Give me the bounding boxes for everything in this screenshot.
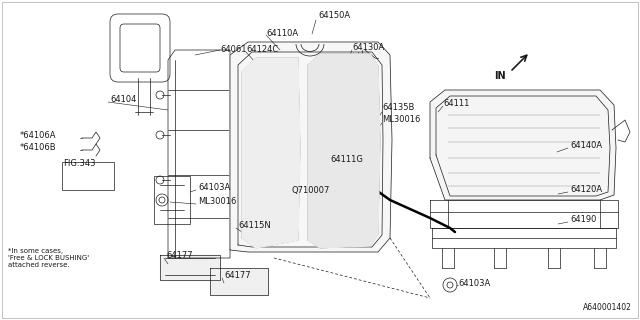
Text: ML30016: ML30016 <box>198 197 236 206</box>
Text: 64111G: 64111G <box>330 156 363 164</box>
Polygon shape <box>242 58 300 248</box>
Text: 64190: 64190 <box>570 215 596 225</box>
Text: *64106A: *64106A <box>20 132 56 140</box>
Text: Q710007: Q710007 <box>292 186 330 195</box>
Text: 64111: 64111 <box>443 99 469 108</box>
Polygon shape <box>210 268 268 295</box>
Text: 64150A: 64150A <box>318 12 350 20</box>
Text: 64177: 64177 <box>224 271 251 281</box>
Text: 64124C: 64124C <box>246 45 278 54</box>
Text: 64103A: 64103A <box>458 279 490 289</box>
Polygon shape <box>160 255 220 280</box>
Bar <box>62 162 114 190</box>
Text: FIG.343: FIG.343 <box>63 159 95 169</box>
Text: 64140A: 64140A <box>570 141 602 150</box>
Text: 64104: 64104 <box>110 95 136 105</box>
Text: 64177: 64177 <box>166 252 193 260</box>
Text: IN: IN <box>494 71 506 81</box>
Polygon shape <box>308 54 380 248</box>
Text: A640001402: A640001402 <box>583 303 632 312</box>
Text: 64130A: 64130A <box>352 44 384 52</box>
Bar <box>154 176 190 224</box>
Polygon shape <box>230 42 392 252</box>
Text: *64106B: *64106B <box>20 143 56 153</box>
Text: 64135B: 64135B <box>382 103 414 113</box>
Text: 64120A: 64120A <box>570 186 602 195</box>
Text: ML30016: ML30016 <box>382 116 420 124</box>
Text: 64110A: 64110A <box>266 28 298 37</box>
Bar <box>360 105 376 125</box>
Text: *In some cases,
'Free & LOCK BUSHING'
attached reverse.: *In some cases, 'Free & LOCK BUSHING' at… <box>8 248 89 268</box>
Text: 64061: 64061 <box>220 45 246 54</box>
Polygon shape <box>430 90 616 200</box>
Text: 64115N: 64115N <box>238 221 271 230</box>
Text: 64103A: 64103A <box>198 183 230 193</box>
